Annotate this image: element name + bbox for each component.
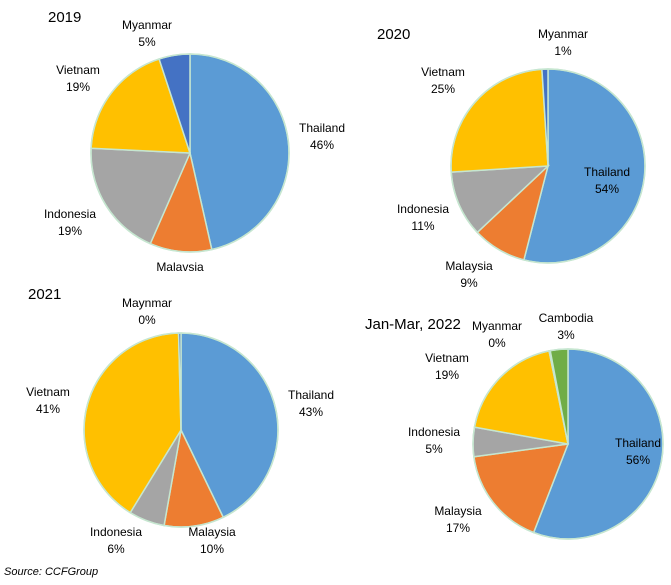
chart-title: 2021 (28, 286, 61, 303)
slice-value-myanmar: 1% (554, 44, 572, 58)
slice-label-vietnam: Vietnam (56, 63, 100, 77)
pie-slice-vietnam (450, 68, 549, 173)
slice-value-thailand: 54% (595, 182, 619, 196)
slice-label-thailand: Thailand (584, 165, 630, 179)
pie-outline (450, 68, 646, 264)
slice-value-malaysia: 9% (460, 276, 478, 290)
slice-label-thailand: Thailand (288, 388, 334, 402)
slice-label-vietnam: Vietnam (425, 351, 469, 365)
slice-value-cambodia: 3% (557, 328, 575, 342)
slice-value-myanmar: 5% (138, 35, 156, 49)
slice-label-myanmar: Myanmar (122, 18, 172, 32)
pie-outline (83, 332, 279, 528)
slice-label-maynmar: Maynmar (122, 296, 172, 310)
slice-value-indonesia: 19% (58, 224, 82, 238)
slice-label-malaysia: Malaysia (434, 504, 482, 518)
slice-label-indonesia: Indonesia (44, 207, 96, 221)
slice-value-vietnam: 41% (36, 402, 60, 416)
slice-label-vietnam: Vietnam (421, 65, 465, 79)
slice-value-myanmar: 0% (488, 336, 506, 350)
slice-label-malaysia: Malaysia (445, 259, 493, 273)
slice-label-thailand: Thailand (299, 121, 345, 135)
slice-label-malaysia: Malaysia (188, 525, 236, 539)
slice-label-malavsia: Malavsia (156, 260, 204, 274)
slice-label-indonesia: Indonesia (397, 202, 449, 216)
slice-label-myanmar: Myanmar (538, 27, 588, 41)
slice-label-indonesia: Indonesia (408, 425, 460, 439)
slice-value-maynmar: 0% (138, 313, 156, 327)
slice-value-malaysia: 10% (200, 542, 224, 556)
chart-title: 2020 (377, 26, 410, 43)
pie-outline (472, 348, 664, 540)
chart-title: 2019 (48, 9, 81, 26)
slice-label-cambodia: Cambodia (539, 311, 594, 325)
slice-value-malaysia: 17% (446, 521, 470, 535)
slice-value-indonesia: 6% (107, 542, 125, 556)
slice-value-vietnam: 19% (435, 368, 459, 382)
source-note: Source: CCFGroup (4, 566, 99, 578)
slice-label-thailand: Thailand (615, 436, 661, 450)
slice-value-vietnam: 25% (431, 82, 455, 96)
slice-value-vietnam: 19% (66, 80, 90, 94)
slice-label-vietnam: Vietnam (26, 385, 70, 399)
slice-value-indonesia: 11% (411, 219, 434, 233)
slice-value-thailand: 46% (310, 138, 334, 152)
slice-value-thailand: 43% (299, 405, 323, 419)
slice-value-indonesia: 5% (425, 442, 443, 456)
slice-value-thailand: 56% (626, 453, 650, 467)
slice-label-indonesia: Indonesia (90, 525, 142, 539)
chart-title: Jan-Mar, 2022 (365, 316, 461, 333)
slice-label-myanmar: Myanmar (472, 319, 522, 333)
pie-outline (90, 53, 290, 253)
